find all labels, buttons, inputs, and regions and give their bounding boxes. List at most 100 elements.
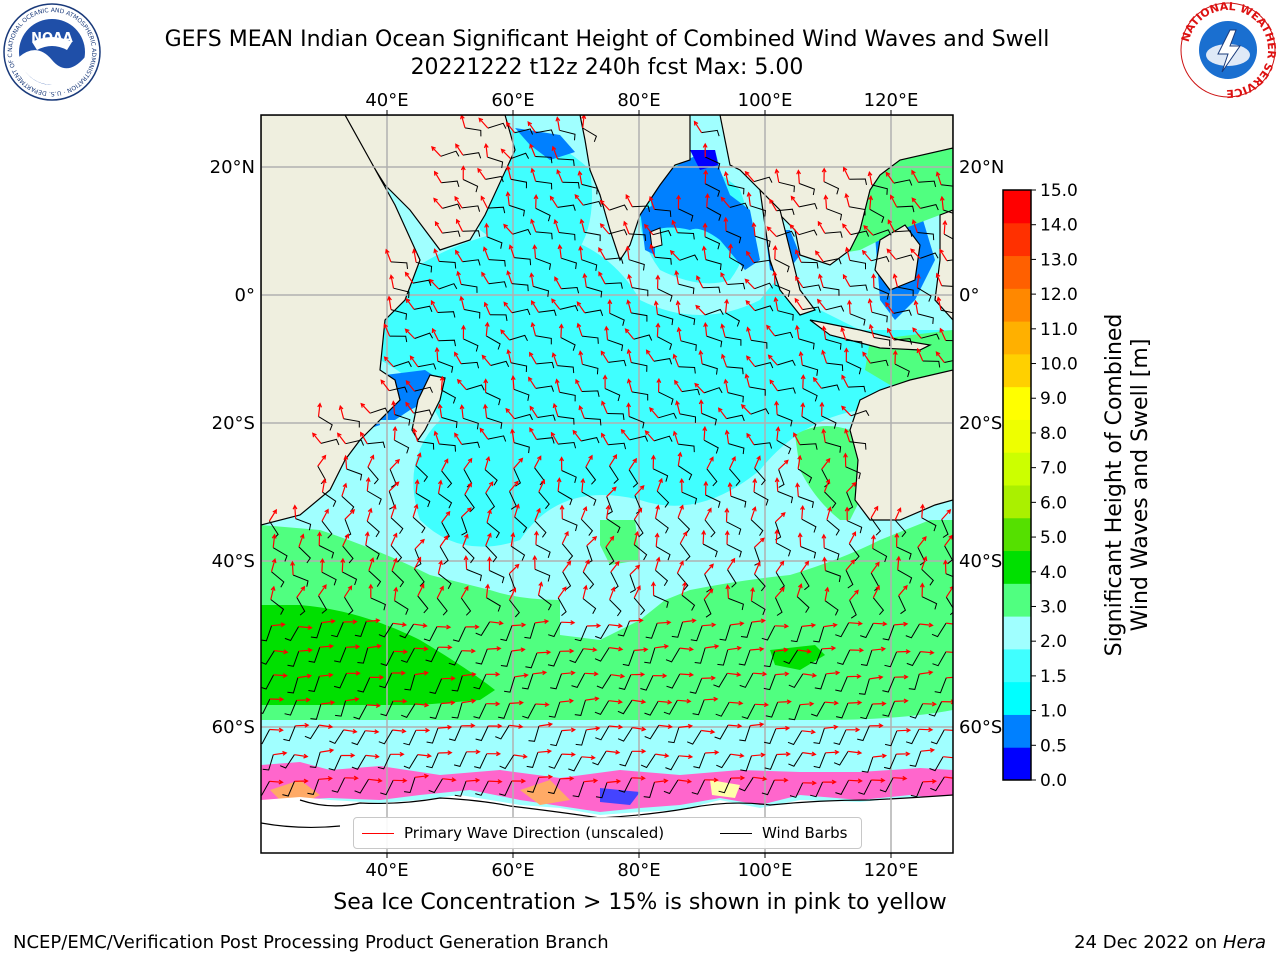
wave-direction-arrow — [609, 646, 624, 652]
wave-direction-arrow — [769, 198, 778, 212]
wind-barb — [442, 203, 461, 210]
wind-barb — [798, 229, 818, 236]
wind-barb — [909, 751, 922, 767]
wave-direction-arrow — [317, 402, 323, 417]
wind-barb — [438, 339, 456, 347]
lon-label-bottom: 60°E — [491, 860, 534, 881]
wave-direction-arrow — [826, 506, 832, 521]
wave-direction-arrow — [483, 301, 491, 315]
wind-barb — [753, 176, 773, 183]
wave-direction-arrow — [824, 700, 839, 706]
wave-direction-arrow — [654, 504, 660, 519]
wind-barb — [629, 574, 637, 594]
wind-barb — [437, 311, 456, 318]
wind-barb — [562, 571, 572, 590]
wind-barb — [527, 777, 540, 793]
wave-direction-arrow — [677, 504, 684, 518]
wave-direction-arrow — [454, 195, 463, 209]
wind-barb — [547, 778, 561, 795]
colorbar-frame — [1002, 189, 1032, 781]
wind-barb — [475, 780, 489, 796]
wave-direction-arrow — [462, 672, 477, 677]
wave-direction-arrow — [584, 671, 599, 677]
wave-direction-arrow — [484, 222, 490, 237]
wind-barb — [825, 338, 842, 350]
wave-direction-arrow — [608, 699, 623, 705]
wave-direction-arrow — [414, 773, 430, 779]
wind-barb — [850, 409, 870, 417]
wave-direction-arrow — [338, 404, 345, 419]
wind-barb — [717, 649, 729, 666]
wave-direction-arrow — [582, 272, 588, 288]
wave-direction-arrow — [774, 777, 789, 783]
wave-direction-arrow — [774, 477, 780, 492]
wave-direction-arrow — [751, 221, 757, 237]
wave-direction-arrow — [608, 724, 624, 730]
wind-barb — [485, 492, 496, 511]
lon-label-top: 100°E — [738, 90, 793, 111]
footer-date: 24 Dec 2022 on Hera — [1074, 932, 1266, 953]
wave-direction-arrow — [562, 560, 572, 573]
wind-barb — [608, 359, 627, 367]
wind-barb — [389, 335, 408, 343]
wind-barb — [691, 779, 706, 795]
wind-barb — [514, 257, 532, 266]
wave-direction-arrow — [846, 481, 857, 493]
wave-direction-arrow — [466, 777, 481, 783]
wind-barb — [665, 647, 681, 663]
wind-barb — [451, 675, 463, 692]
wind-barb — [309, 751, 321, 769]
wind-barb — [657, 288, 673, 302]
wind-barb — [714, 724, 729, 740]
wind-barb — [921, 568, 934, 586]
wind-barb — [509, 599, 520, 618]
wind-barb — [504, 676, 516, 693]
wave-direction-arrow — [404, 328, 416, 339]
wind-barb — [292, 574, 309, 587]
wave-direction-arrow — [648, 195, 655, 210]
wind-barb — [283, 725, 296, 742]
wave-direction-arrow — [576, 301, 586, 314]
wave-direction-arrow — [916, 347, 924, 362]
wave-direction-arrow — [433, 248, 440, 262]
colorbar-tick-label: 1.0 — [1040, 702, 1067, 722]
wind-barb — [802, 364, 819, 376]
wave-direction-arrow — [848, 778, 863, 784]
wave-direction-arrow — [269, 727, 284, 733]
wave-direction-arrow — [505, 407, 515, 420]
wave-direction-arrow — [487, 646, 502, 652]
wave-direction-arrow — [801, 729, 816, 735]
wave-direction-arrow — [383, 356, 394, 368]
wave-direction-arrow — [529, 272, 535, 287]
wind-barb — [719, 624, 731, 641]
wave-direction-arrow — [703, 169, 709, 184]
wave-direction-arrow — [436, 624, 452, 630]
wind-barb — [679, 413, 697, 423]
wind-barb — [704, 156, 721, 170]
wave-direction-arrow — [586, 726, 601, 731]
wave-direction-arrow — [892, 273, 899, 288]
wind-barb — [653, 358, 673, 365]
wave-direction-arrow — [795, 249, 802, 263]
wind-barb — [487, 122, 507, 129]
wind-barb — [499, 780, 513, 797]
wave-direction-arrow — [802, 751, 817, 757]
wind-barb — [441, 180, 460, 188]
wave-direction-arrow — [456, 378, 467, 390]
wind-barb — [894, 519, 907, 538]
colorbar-tick-label: 10.0 — [1040, 355, 1078, 375]
wind-barb — [511, 308, 531, 316]
wave-direction-arrow — [532, 244, 538, 259]
wave-direction-arrow — [296, 697, 311, 703]
wind-barb — [318, 595, 328, 614]
wind-barb — [849, 259, 866, 270]
wind-barb — [725, 336, 742, 346]
wind-barb — [609, 599, 622, 617]
wave-direction-arrow — [480, 195, 488, 209]
wind-barb — [776, 208, 795, 216]
wind-barb — [513, 442, 530, 454]
legend-wind-swatch — [720, 832, 752, 834]
colorbar-tick-label: 7.0 — [1040, 459, 1067, 479]
wind-barb — [581, 491, 597, 506]
wind-barb — [535, 257, 552, 270]
